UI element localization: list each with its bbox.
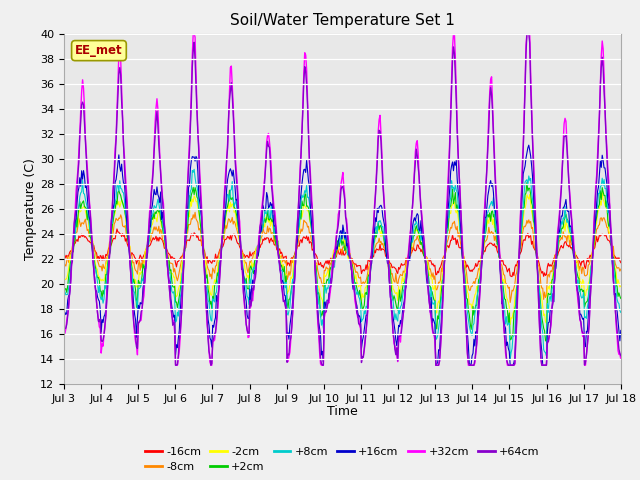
-2cm	[159, 220, 166, 226]
-2cm	[388, 279, 396, 285]
+64cm	[172, 362, 179, 368]
-2cm	[598, 189, 606, 194]
+16cm	[60, 315, 68, 321]
+32cm	[314, 319, 322, 325]
-16cm	[60, 257, 68, 263]
+32cm	[159, 194, 166, 200]
-16cm	[617, 260, 625, 265]
+32cm	[390, 340, 398, 346]
Line: +64cm: +64cm	[64, 34, 621, 365]
-8cm	[480, 241, 488, 247]
+64cm	[480, 216, 488, 221]
-8cm	[389, 276, 397, 281]
+32cm	[205, 348, 213, 354]
Line: -8cm: -8cm	[64, 212, 621, 302]
+64cm	[313, 297, 321, 303]
+8cm	[313, 280, 321, 286]
+16cm	[432, 362, 440, 368]
-8cm	[617, 266, 625, 272]
+32cm	[481, 196, 489, 202]
+8cm	[617, 310, 625, 315]
X-axis label: Time: Time	[327, 405, 358, 418]
+64cm	[60, 326, 68, 332]
Title: Soil/Water Temperature Set 1: Soil/Water Temperature Set 1	[230, 13, 455, 28]
+2cm	[60, 290, 68, 296]
+2cm	[388, 294, 396, 300]
+64cm	[204, 336, 212, 342]
+2cm	[312, 263, 320, 268]
Line: -2cm: -2cm	[64, 192, 621, 324]
+16cm	[480, 230, 488, 236]
-8cm	[204, 266, 212, 272]
Legend: -16cm, -8cm, -2cm, +2cm, +8cm, +16cm, +32cm, +64cm: -16cm, -8cm, -2cm, +2cm, +8cm, +16cm, +3…	[141, 442, 544, 477]
+32cm	[172, 362, 179, 368]
+8cm	[433, 336, 440, 341]
-16cm	[389, 264, 397, 270]
Line: -16cm: -16cm	[64, 229, 621, 276]
+8cm	[204, 298, 212, 303]
+2cm	[479, 244, 487, 250]
+64cm	[617, 353, 625, 359]
-2cm	[60, 275, 68, 280]
-16cm	[313, 253, 321, 259]
Line: +8cm: +8cm	[64, 169, 621, 359]
-8cm	[60, 262, 68, 267]
-2cm	[479, 247, 487, 252]
-2cm	[506, 322, 514, 327]
+32cm	[434, 362, 442, 368]
+64cm	[389, 331, 397, 336]
+16cm	[204, 301, 211, 307]
-8cm	[313, 261, 321, 266]
+8cm	[60, 294, 68, 300]
+16cm	[388, 308, 396, 314]
-2cm	[312, 260, 320, 266]
+2cm	[523, 180, 531, 185]
+64cm	[433, 362, 440, 368]
-16cm	[480, 248, 488, 254]
-8cm	[433, 287, 440, 293]
+8cm	[190, 167, 198, 172]
+8cm	[506, 356, 514, 362]
+64cm	[159, 198, 166, 204]
+16cm	[159, 209, 166, 215]
-2cm	[204, 273, 211, 278]
-16cm	[113, 226, 121, 232]
+8cm	[480, 236, 488, 242]
Line: +2cm: +2cm	[64, 182, 621, 341]
Line: +32cm: +32cm	[64, 34, 621, 365]
+16cm	[312, 281, 320, 287]
+8cm	[389, 298, 397, 303]
-8cm	[159, 237, 166, 243]
-16cm	[508, 274, 516, 279]
+2cm	[432, 323, 440, 328]
+32cm	[617, 356, 625, 362]
+2cm	[204, 272, 211, 278]
+8cm	[159, 218, 166, 224]
-8cm	[506, 300, 514, 305]
-16cm	[204, 261, 212, 266]
-16cm	[159, 240, 167, 246]
+2cm	[617, 296, 625, 301]
+16cm	[433, 360, 440, 366]
-2cm	[432, 309, 440, 315]
+2cm	[541, 338, 549, 344]
Y-axis label: Temperature (C): Temperature (C)	[24, 158, 37, 260]
Line: +16cm: +16cm	[64, 145, 621, 365]
-2cm	[617, 283, 625, 289]
+16cm	[617, 327, 625, 333]
+32cm	[189, 31, 197, 36]
-16cm	[433, 272, 440, 277]
+16cm	[525, 142, 532, 148]
-8cm	[191, 209, 199, 215]
+2cm	[159, 226, 166, 232]
Text: EE_met: EE_met	[75, 44, 123, 57]
+64cm	[523, 31, 531, 36]
+32cm	[60, 331, 68, 337]
